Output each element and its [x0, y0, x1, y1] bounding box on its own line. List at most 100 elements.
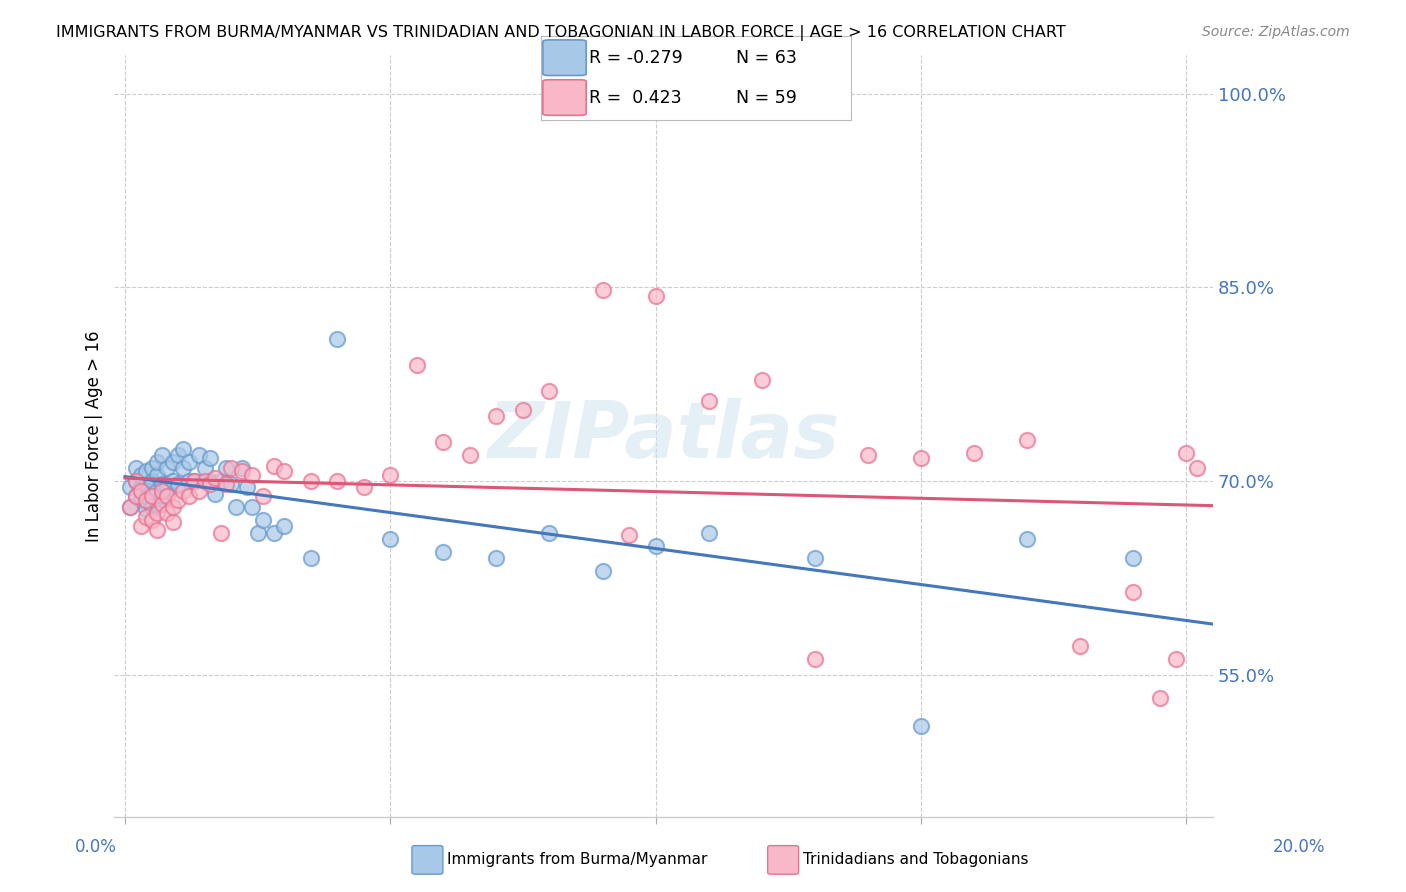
Point [225, 500, 247, 514]
Point [273, 519, 295, 533]
Point [150, 476, 173, 491]
Point [172, 484, 194, 499]
Point [156, 506, 179, 520]
Point [252, 513, 274, 527]
Text: IMMIGRANTS FROM BURMA/MYANMAR VS TRINIDADIAN AND TOBAGONIAN IN LABOR FORCE | AGE: IMMIGRANTS FROM BURMA/MYANMAR VS TRINIDA… [56, 25, 1066, 41]
Point [405, 358, 427, 372]
Y-axis label: In Labor Force | Age > 16: In Labor Force | Age > 16 [86, 330, 103, 541]
Point [146, 467, 169, 482]
Point [188, 484, 211, 499]
Point [856, 448, 879, 462]
Point [240, 467, 263, 482]
Point [1149, 690, 1171, 705]
Point [617, 528, 640, 542]
Point [1175, 445, 1198, 459]
Text: 20.0%: 20.0% [1272, 838, 1326, 855]
Point [146, 506, 169, 520]
Point [129, 484, 152, 499]
Point [129, 493, 152, 508]
Point [538, 384, 561, 398]
Point [177, 490, 200, 504]
Point [326, 474, 349, 488]
Point [141, 500, 163, 514]
Point [209, 474, 232, 488]
Point [120, 500, 142, 514]
Text: Immigrants from Burma/Myanmar: Immigrants from Burma/Myanmar [447, 853, 707, 867]
Point [380, 532, 402, 546]
Point [697, 525, 720, 540]
Point [156, 461, 179, 475]
Point [299, 474, 322, 488]
Point [120, 500, 142, 514]
Point [485, 551, 508, 566]
Point [240, 500, 263, 514]
Point [146, 455, 169, 469]
Point [246, 525, 269, 540]
Point [135, 510, 157, 524]
Point [141, 484, 163, 499]
Text: R =  0.423: R = 0.423 [589, 88, 682, 106]
Point [219, 461, 242, 475]
Point [135, 493, 157, 508]
Text: ZIPatlas: ZIPatlas [488, 398, 839, 474]
Point [803, 551, 825, 566]
Point [803, 652, 825, 666]
Point [120, 480, 142, 494]
Point [1164, 652, 1187, 666]
Point [273, 464, 295, 478]
Text: N = 63: N = 63 [737, 49, 797, 67]
Point [380, 467, 402, 482]
Text: Trinidadians and Tobagonians: Trinidadians and Tobagonians [803, 853, 1028, 867]
Point [204, 487, 226, 501]
Point [194, 474, 217, 488]
Point [198, 474, 221, 488]
Point [183, 474, 205, 488]
Point [146, 523, 169, 537]
Point [215, 461, 238, 475]
Point [209, 525, 232, 540]
Point [512, 403, 534, 417]
Point [644, 539, 666, 553]
Text: N = 59: N = 59 [737, 88, 797, 106]
Point [150, 490, 173, 504]
Point [141, 490, 163, 504]
Point [124, 490, 146, 504]
Point [458, 448, 481, 462]
Point [156, 480, 179, 494]
Point [146, 484, 169, 499]
Point [1015, 532, 1038, 546]
Point [219, 476, 242, 491]
Point [263, 525, 285, 540]
Point [263, 458, 285, 473]
Point [751, 373, 773, 387]
Point [162, 500, 184, 514]
Point [697, 394, 720, 409]
Point [150, 497, 173, 511]
Point [432, 545, 454, 559]
Point [592, 565, 614, 579]
Point [252, 490, 274, 504]
Point [326, 332, 349, 346]
Point [124, 474, 146, 488]
Point [1069, 639, 1091, 653]
Point [592, 283, 614, 297]
Point [963, 445, 986, 459]
Point [177, 455, 200, 469]
Point [135, 464, 157, 478]
Point [124, 490, 146, 504]
Point [141, 461, 163, 475]
Point [162, 474, 184, 488]
Point [432, 435, 454, 450]
Point [124, 461, 146, 475]
Text: 0.0%: 0.0% [75, 838, 117, 855]
Text: R = -0.279: R = -0.279 [589, 49, 683, 67]
Point [188, 448, 211, 462]
Point [177, 474, 200, 488]
Point [538, 525, 561, 540]
Point [172, 461, 194, 475]
Point [141, 513, 163, 527]
Point [135, 476, 157, 491]
FancyBboxPatch shape [543, 40, 586, 76]
Point [167, 493, 190, 508]
Point [129, 519, 152, 533]
